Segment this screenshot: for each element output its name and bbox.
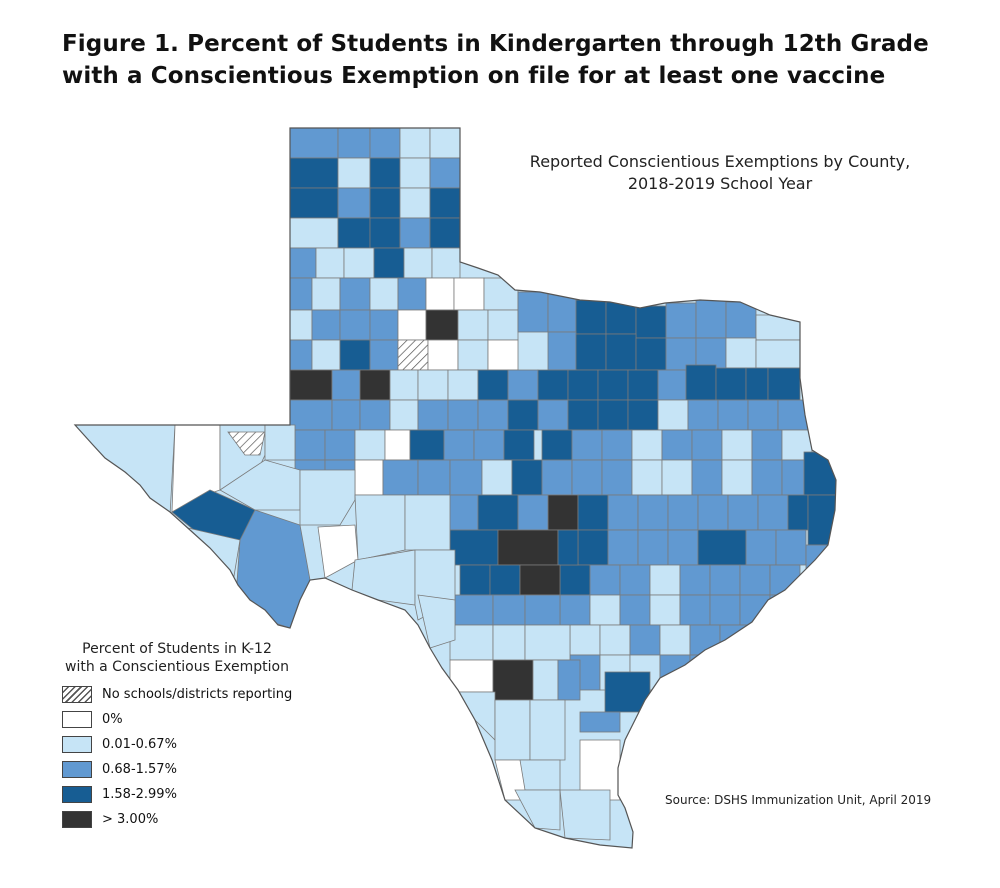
map-title-line1: Reported Conscientious Exemptions by Cou… <box>529 152 911 171</box>
legend-title-line1: Percent of Students in K-12 <box>82 641 272 657</box>
map-title-line2: 2018-2019 School Year <box>627 174 813 193</box>
charcoal-swatch <box>62 811 92 828</box>
source-note: Source: DSHS Immunization Unit, April 20… <box>665 793 932 807</box>
legend-label: No schools/districts reporting <box>102 687 293 702</box>
legend-label: 1.58-2.99% <box>102 787 177 802</box>
figure-title-line2: with a Conscientious Exemption on file f… <box>62 63 886 89</box>
figure-title-line1: Figure 1. Percent of Students in Kinderg… <box>62 31 929 57</box>
legend-label: 0.68-1.57% <box>102 762 177 777</box>
white-swatch <box>62 711 92 728</box>
legend-item-no-reporting: No schools/districts reporting <box>62 682 322 707</box>
legend: Percent of Students in K-12 with a Consc… <box>62 640 322 832</box>
map-title: Reported Conscientious Exemptions by Cou… <box>500 151 940 195</box>
legend-label: 0% <box>102 712 123 727</box>
legend-label: > 3.00% <box>102 812 159 827</box>
legend-label: 0.01-0.67% <box>102 737 177 752</box>
dark-blue-swatch <box>62 786 92 803</box>
legend-item-medium: 0.68-1.57% <box>62 757 322 782</box>
legend-item-0: 0% <box>62 707 322 732</box>
legend-item-light: 0.01-0.67% <box>62 732 322 757</box>
legend-item-high: > 3.00% <box>62 807 322 832</box>
legend-title: Percent of Students in K-12 with a Consc… <box>62 640 292 676</box>
hatched-swatch <box>62 686 92 703</box>
texas-outline <box>73 127 837 849</box>
medium-blue-swatch <box>62 761 92 778</box>
light-blue-swatch <box>62 736 92 753</box>
figure-title: Figure 1. Percent of Students in Kinderg… <box>62 28 962 92</box>
legend-item-dark: 1.58-2.99% <box>62 782 322 807</box>
legend-title-line2: with a Conscientious Exemption <box>65 659 289 675</box>
